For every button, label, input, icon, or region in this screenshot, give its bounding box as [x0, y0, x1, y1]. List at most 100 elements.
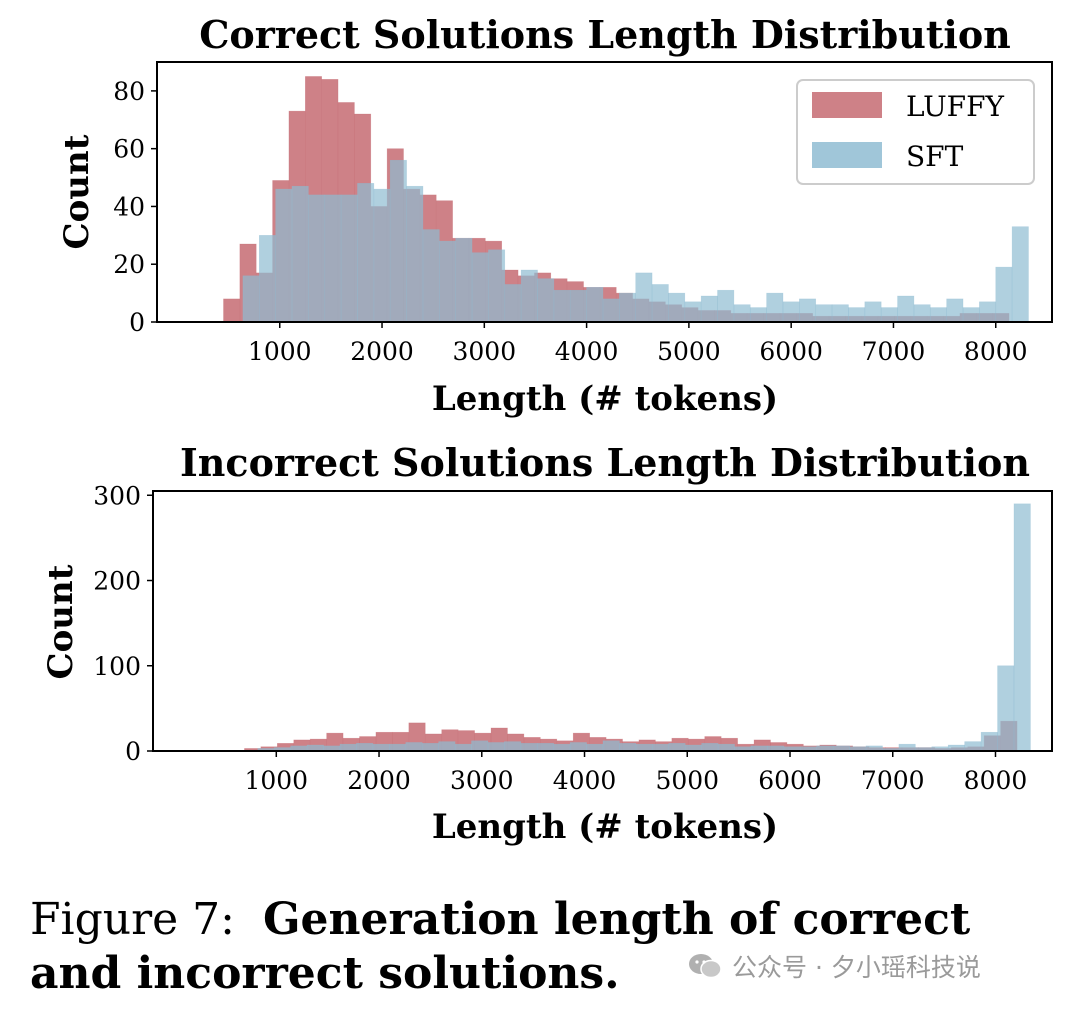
histogram-bar [979, 301, 997, 323]
x-tick-label: 1000 [244, 766, 308, 795]
histogram-bar [223, 298, 241, 323]
histogram-bar [340, 194, 358, 323]
legend-label-luffy: LUFFY [906, 90, 1005, 123]
watermark: 公众号 · 夕小瑶科技说 [688, 948, 981, 984]
caption-bold-text: Generation length of correct and incorre… [30, 894, 971, 999]
y-tick-label: 300 [93, 481, 141, 510]
y-tick-label: 0 [125, 737, 141, 766]
histogram-bar [373, 188, 391, 323]
histogram-bar [553, 289, 571, 323]
histogram-bar [422, 229, 440, 323]
histogram-bar [995, 266, 1013, 323]
histogram-bar [389, 743, 407, 752]
x-tick-label: 8000 [964, 337, 1028, 366]
chart-title: Correct Solutions Length Distribution [199, 12, 1011, 57]
histogram-bar [242, 275, 260, 323]
histogram-bar [635, 743, 653, 752]
histogram-bar [406, 185, 424, 323]
histogram-bar [848, 307, 866, 323]
histogram-bar [504, 741, 522, 752]
histogram-bar [553, 743, 571, 752]
histogram-bar [635, 272, 653, 323]
axes-frame [152, 490, 1053, 752]
axes-frame [156, 61, 1053, 323]
y-tick-label: 20 [113, 250, 145, 279]
histogram-bar [586, 287, 604, 323]
legend: LUFFY SFT [796, 79, 1035, 185]
histogram-bar [356, 743, 374, 752]
histogram-bar [897, 295, 915, 323]
chart-title: Incorrect Solutions Length Distribution [180, 440, 1030, 485]
x-tick-label: 3000 [450, 766, 514, 795]
histogram-bar [782, 301, 800, 323]
histogram-bar [438, 741, 456, 752]
histogram-bar [962, 307, 980, 323]
histogram-bar [602, 298, 620, 323]
histogram-bar [700, 295, 718, 323]
x-tick-label: 5000 [655, 766, 719, 795]
histogram-bar [652, 743, 670, 752]
histogram-bar [536, 743, 555, 752]
incorrect-solutions-chart: Incorrect Solutions Length Distribution … [41, 440, 1053, 847]
histogram-bar [749, 307, 767, 323]
y-axis-label: Count [57, 134, 97, 249]
figure-caption: Figure 7: Generation length of correct a… [30, 893, 1070, 1001]
y-tick-label: 0 [129, 308, 145, 337]
plot-area: 1000 2000 3000 4000 5000 6000 7000 8000 0 100 200 3… [93, 481, 1053, 795]
x-tick-label: 6000 [759, 337, 823, 366]
histogram-bar [520, 269, 538, 323]
histogram-bar [964, 741, 982, 752]
histogram-bar [275, 188, 293, 323]
x-axis-label: Length (# tokens) [432, 807, 778, 847]
histogram-bar [651, 284, 669, 323]
histogram-bar [766, 292, 784, 323]
histogram-bar [586, 743, 604, 752]
x-tick-label: 5000 [657, 337, 721, 366]
histogram-bar [980, 731, 998, 752]
x-tick-label: 1000 [248, 337, 312, 366]
histogram-bar [520, 743, 538, 752]
x-tick-label: 2000 [347, 766, 411, 795]
histogram-bar [799, 298, 817, 323]
histogram-bar [717, 289, 735, 323]
x-axis-label: Length (# tokens) [432, 379, 778, 419]
x-tick-label: 8000 [964, 766, 1028, 795]
histogram-bar [455, 237, 473, 323]
y-tick-label: 60 [113, 135, 145, 164]
plot-area: 1000 2000 3000 4000 5000 6000 7000 8000 0 20 40 60 8… [113, 61, 1053, 366]
histogram-bar [308, 194, 326, 323]
x-tick-label: 4000 [555, 337, 619, 366]
histogram-bar [339, 743, 357, 752]
y-tick-label: 80 [113, 77, 145, 106]
histogram-bar [357, 183, 375, 323]
histogram-bar [997, 665, 1015, 752]
x-tick-label: 3000 [453, 337, 517, 366]
series-sft [257, 503, 1031, 752]
histogram-bar [488, 249, 506, 323]
histogram-bar [569, 289, 587, 323]
histogram-bar [815, 304, 833, 323]
legend-swatch-sft [812, 142, 882, 168]
histogram-bar [291, 185, 309, 323]
caption-prefix: Figure 7: [30, 894, 235, 945]
histogram-bar [668, 743, 686, 752]
histogram-bar [439, 240, 456, 323]
histogram-bar [913, 304, 931, 323]
watermark-text: 公众号 · 夕小瑶科技说 [732, 953, 981, 982]
histogram-bar [619, 743, 637, 752]
histogram-bar [504, 284, 522, 323]
histogram-bar [258, 235, 276, 323]
legend-swatch-luffy [812, 92, 882, 118]
y-tick-label: 200 [93, 567, 141, 596]
histogram-bar [929, 307, 947, 323]
histogram-bar [898, 743, 916, 752]
histogram-bar [684, 301, 702, 323]
x-tick-label: 7000 [862, 337, 926, 366]
histogram-bar [1013, 503, 1031, 752]
histogram-bar [569, 742, 587, 752]
histogram-bar [389, 159, 407, 323]
histogram-bar [946, 298, 964, 323]
y-axis-label: Count [41, 564, 81, 679]
histogram-bar [421, 743, 439, 752]
histogram-bar [668, 292, 686, 323]
